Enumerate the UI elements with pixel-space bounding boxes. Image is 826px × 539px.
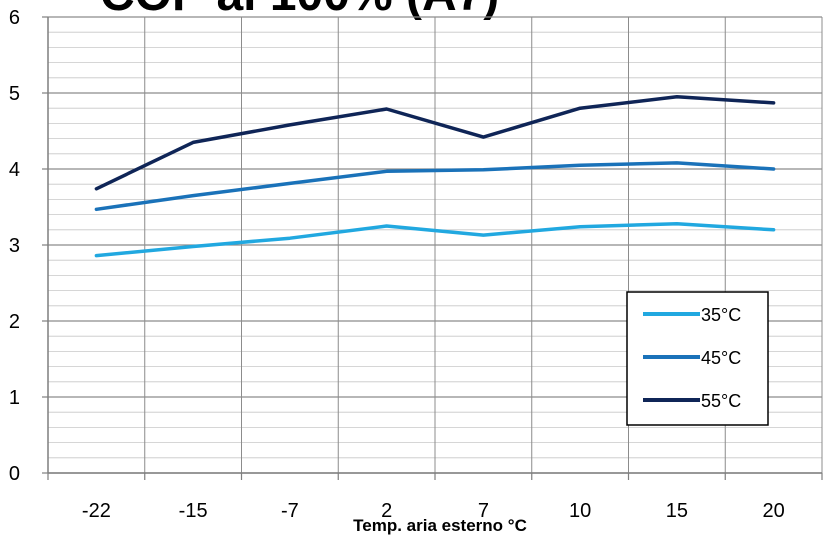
series-line bbox=[94, 95, 776, 191]
x-tick-label: 15 bbox=[666, 500, 688, 522]
legend-label: 55°C bbox=[701, 391, 741, 411]
y-tick-label: 1 bbox=[9, 387, 20, 409]
legend-label: 35°C bbox=[701, 305, 741, 325]
x-tick-label: -22 bbox=[82, 500, 111, 522]
y-tick-label: 2 bbox=[9, 311, 20, 333]
axes bbox=[42, 16, 823, 480]
x-tick-label: -15 bbox=[179, 500, 208, 522]
x-tick-label: 2 bbox=[381, 500, 392, 522]
chart-title: COP al 100% (A7) bbox=[100, 0, 499, 21]
x-tick-label: 7 bbox=[478, 500, 489, 522]
x-tick-label: -7 bbox=[281, 500, 299, 522]
x-tick-label: 10 bbox=[569, 500, 591, 522]
x-axis-title: Temp. aria esterno °C bbox=[353, 516, 527, 535]
series-lines bbox=[94, 95, 776, 258]
tick-labels: 0 1 2 3 4 5 6 -22 -15 -7 2 7 10 15 20 bbox=[9, 7, 785, 522]
legend: 35°C 45°C 55°C bbox=[626, 291, 769, 426]
y-tick-label: 4 bbox=[9, 159, 20, 181]
chart-title-area: COP al 100% (A7) bbox=[100, 0, 499, 21]
y-tick-label: 6 bbox=[9, 7, 20, 29]
x-tick-label: 20 bbox=[763, 500, 785, 522]
y-tick-label: 5 bbox=[9, 83, 20, 105]
legend-label: 45°C bbox=[701, 348, 741, 368]
series-line bbox=[94, 221, 776, 258]
y-tick-label: 3 bbox=[9, 235, 20, 257]
series-line bbox=[94, 161, 776, 212]
y-tick-label: 0 bbox=[9, 463, 20, 485]
